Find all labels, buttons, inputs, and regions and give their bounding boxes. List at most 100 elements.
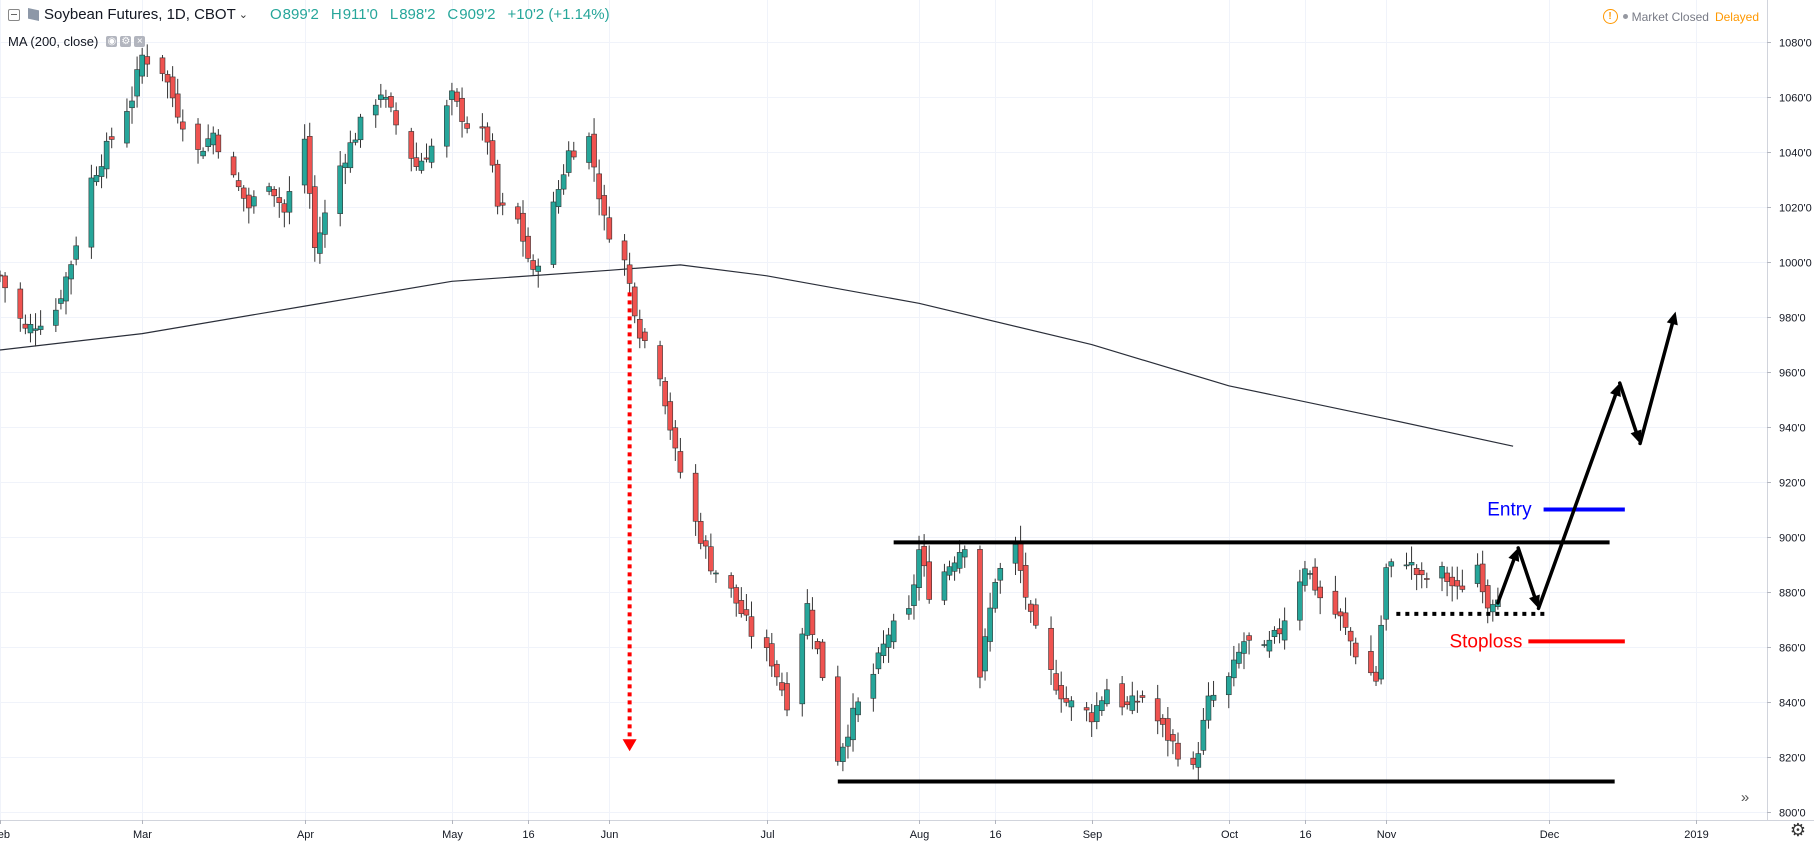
candle xyxy=(200,147,206,159)
candle-body xyxy=(449,90,455,100)
candle-body xyxy=(428,145,435,163)
candle-body xyxy=(926,561,932,600)
candle xyxy=(779,672,785,697)
candle xyxy=(1033,598,1039,629)
ohlc-open: O899'2 xyxy=(269,6,319,23)
price-tick-label: 1080'0 xyxy=(1779,38,1812,50)
candle-body xyxy=(1027,603,1034,612)
candle-body xyxy=(1083,707,1090,711)
candle xyxy=(1271,626,1278,644)
price-axis[interactable]: 800'0 820'0 840'0 860'0 880'0 900'0 920'0 940'0… xyxy=(1767,0,1814,847)
price-tick-label: 880'0 xyxy=(1779,588,1806,600)
candle-body xyxy=(205,138,211,147)
price-tick-label: 1040'0 xyxy=(1779,148,1812,160)
projection-arrow-head xyxy=(1529,594,1540,609)
collapse-legend-icon[interactable] xyxy=(8,8,20,21)
candle-body xyxy=(1383,567,1389,620)
candle-body xyxy=(1134,700,1141,703)
candle-body xyxy=(306,136,313,194)
candle-body xyxy=(1088,712,1095,723)
candle-body xyxy=(337,165,343,214)
candle xyxy=(890,613,897,649)
time-axis[interactable]: Feb Mar Apr May 16 Jun Jul Aug 16 Sep Oct 16 Nov Dec 2… xyxy=(0,820,1814,841)
candle xyxy=(804,589,811,640)
market-status: ! Market Closed Delayed xyxy=(1602,9,1759,24)
candle-body xyxy=(992,582,999,609)
candle-body xyxy=(702,540,709,547)
candle xyxy=(667,392,674,440)
candle-body xyxy=(570,150,577,158)
candle xyxy=(1490,599,1496,622)
candle-body xyxy=(1154,698,1161,722)
candle xyxy=(1388,558,1395,578)
candle-body xyxy=(1175,742,1181,760)
candle-body xyxy=(215,134,222,153)
candle xyxy=(855,697,861,723)
candle-body xyxy=(672,427,679,449)
candle-body xyxy=(565,150,572,173)
candle xyxy=(68,260,74,295)
candle-body xyxy=(728,575,734,589)
gear-icon[interactable]: ⚙ xyxy=(1789,820,1806,840)
candle xyxy=(337,151,343,227)
candle-body xyxy=(743,609,750,616)
candle xyxy=(174,78,181,124)
candle xyxy=(835,665,841,766)
candle xyxy=(1474,553,1481,588)
candle-body xyxy=(906,608,912,615)
candle-body xyxy=(1352,642,1359,658)
candle xyxy=(383,89,389,108)
candle-body xyxy=(1104,689,1110,705)
candle-body xyxy=(1068,700,1075,708)
candle-body xyxy=(372,104,379,116)
candle-body xyxy=(22,323,29,329)
candle-body xyxy=(606,217,613,240)
candle-body xyxy=(2,275,8,289)
candle xyxy=(1210,680,1217,708)
candle-body xyxy=(0,274,3,277)
scroll-to-realtime-icon[interactable]: » xyxy=(1740,789,1750,806)
candle-body xyxy=(1124,701,1131,706)
settings-icon[interactable]: ⚙ xyxy=(120,36,132,47)
time-tick-label: May xyxy=(442,829,463,841)
indicator-title[interactable]: MA (200, close) xyxy=(8,34,99,49)
symbol-title[interactable]: Soybean Futures, 1D, CBOT xyxy=(44,6,236,23)
time-tick-label: Sep xyxy=(1083,829,1103,841)
candle-body xyxy=(774,663,780,678)
price-tick-label: 940'0 xyxy=(1779,423,1806,435)
close-icon[interactable]: × xyxy=(134,36,146,47)
candle-body xyxy=(1139,695,1146,698)
candle-body xyxy=(179,121,186,130)
candle-body xyxy=(956,552,963,569)
candle-body xyxy=(657,345,663,380)
candle-body xyxy=(1093,705,1100,722)
chevron-down-icon[interactable]: ⌄ xyxy=(238,9,248,21)
candle xyxy=(1088,703,1095,737)
candle-body xyxy=(1017,540,1024,571)
candle xyxy=(885,627,892,663)
time-tick-label: Oct xyxy=(1221,829,1238,841)
candle-body xyxy=(982,636,988,672)
candle-body xyxy=(1022,565,1029,598)
candle xyxy=(1276,618,1283,644)
candle xyxy=(1170,729,1176,755)
candle xyxy=(1048,616,1054,686)
candle xyxy=(606,206,613,243)
candle xyxy=(1413,564,1420,591)
candle-body xyxy=(1281,620,1288,641)
candle-body xyxy=(784,683,790,711)
candle xyxy=(1449,566,1455,602)
eye-icon[interactable]: ◉ xyxy=(106,36,118,47)
candle-body xyxy=(1297,581,1303,621)
candle xyxy=(1022,552,1029,610)
candle xyxy=(444,99,450,158)
candle xyxy=(1134,690,1141,713)
candle xyxy=(449,82,455,116)
candle-body xyxy=(855,701,861,716)
candle-body xyxy=(840,746,846,762)
candle xyxy=(819,639,826,681)
candle-body xyxy=(388,96,394,108)
candle-body xyxy=(642,331,648,341)
warning-icon[interactable]: ! xyxy=(1602,9,1618,24)
